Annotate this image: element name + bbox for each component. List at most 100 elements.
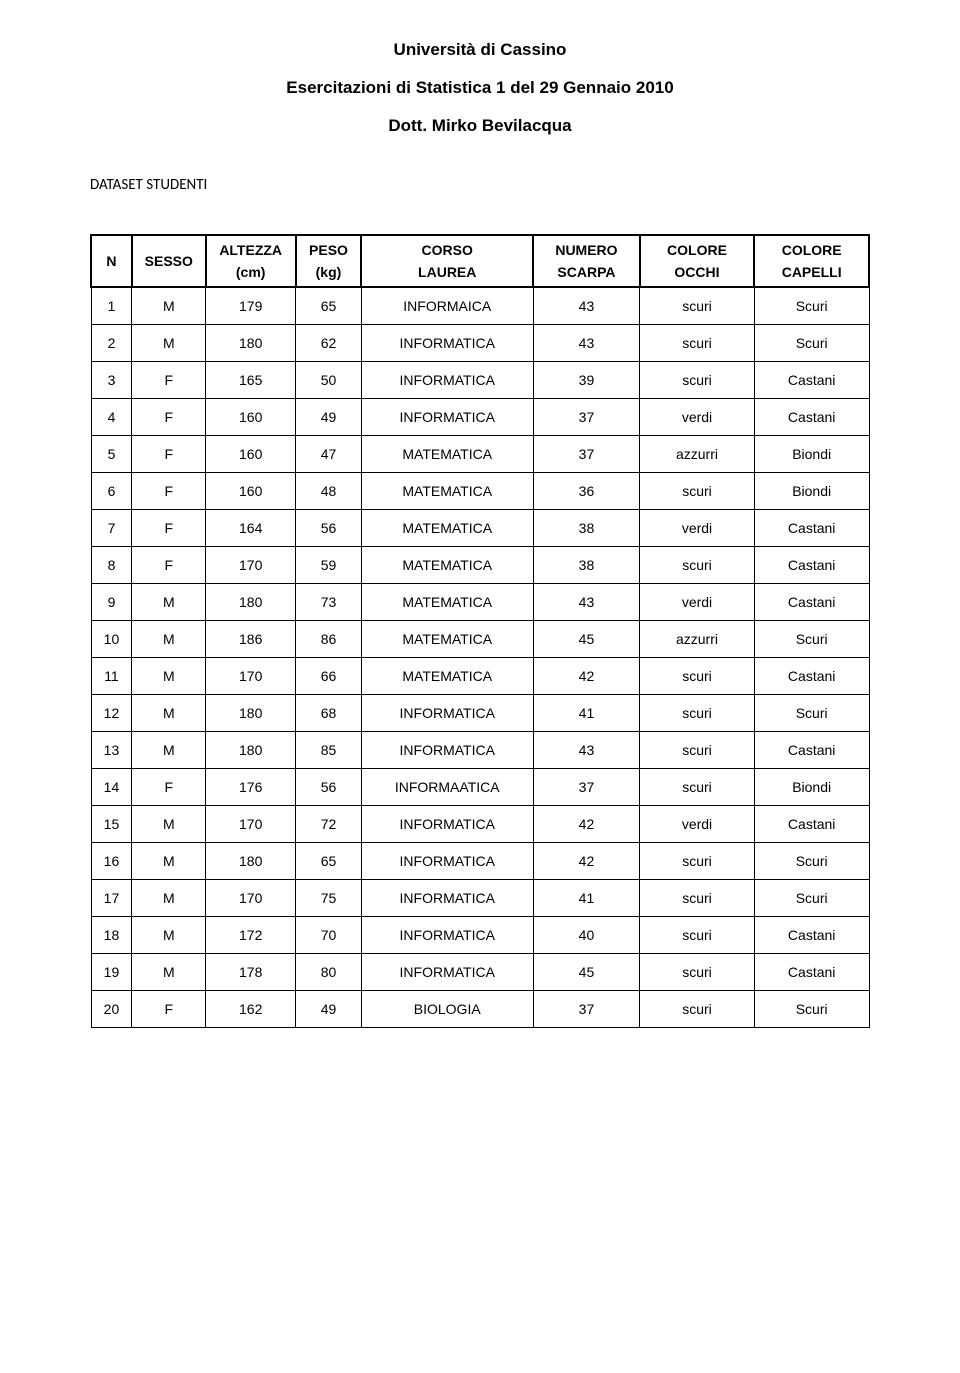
table-cell: Castani xyxy=(754,510,869,547)
table-cell: Scuri xyxy=(754,880,869,917)
table-cell: 14 xyxy=(91,769,132,806)
table-cell: MATEMATICA xyxy=(361,473,533,510)
table-cell: 41 xyxy=(533,880,639,917)
table-cell: 10 xyxy=(91,621,132,658)
table-cell: scuri xyxy=(640,287,755,325)
table-cell: 186 xyxy=(206,621,296,658)
table-cell: 37 xyxy=(533,399,639,436)
col-header-sublabel: (cm) xyxy=(211,264,291,280)
table-cell: 13 xyxy=(91,732,132,769)
col-header-3: PESO(kg) xyxy=(296,235,362,287)
table-cell: 70 xyxy=(296,917,362,954)
table-cell: M xyxy=(132,287,206,325)
table-cell: scuri xyxy=(640,843,755,880)
table-cell: scuri xyxy=(640,473,755,510)
author-line: Dott. Mirko Bevilacqua xyxy=(90,116,870,136)
table-cell: 180 xyxy=(206,584,296,621)
table-cell: 36 xyxy=(533,473,639,510)
table-row: 20F16249BIOLOGIA37scuriScuri xyxy=(91,991,869,1028)
table-cell: Castani xyxy=(754,954,869,991)
table-cell: M xyxy=(132,584,206,621)
table-cell: 80 xyxy=(296,954,362,991)
table-cell: INFORMAICA xyxy=(361,287,533,325)
table-cell: 75 xyxy=(296,880,362,917)
table-cell: 56 xyxy=(296,769,362,806)
table-cell: Biondi xyxy=(754,473,869,510)
table-cell: MATEMATICA xyxy=(361,510,533,547)
table-row: 6F16048MATEMATICA36scuriBiondi xyxy=(91,473,869,510)
table-cell: verdi xyxy=(640,584,755,621)
table-cell: 170 xyxy=(206,547,296,584)
col-header-label: N xyxy=(96,253,127,269)
table-cell: M xyxy=(132,325,206,362)
table-row: 8F17059MATEMATICA38scuriCastani xyxy=(91,547,869,584)
table-cell: Scuri xyxy=(754,287,869,325)
table-cell: 18 xyxy=(91,917,132,954)
table-cell: 164 xyxy=(206,510,296,547)
table-cell: Scuri xyxy=(754,325,869,362)
table-cell: 65 xyxy=(296,843,362,880)
col-header-label: COLORE xyxy=(645,242,750,258)
table-cell: 39 xyxy=(533,362,639,399)
table-cell: M xyxy=(132,880,206,917)
page-title: Università di Cassino xyxy=(90,40,870,60)
col-header-4: CORSOLAUREA xyxy=(361,235,533,287)
table-cell: M xyxy=(132,843,206,880)
table-cell: 11 xyxy=(91,658,132,695)
table-row: 16M18065INFORMATICA42scuriScuri xyxy=(91,843,869,880)
table-cell: 162 xyxy=(206,991,296,1028)
table-cell: 43 xyxy=(533,732,639,769)
table-cell: verdi xyxy=(640,510,755,547)
table-cell: Castani xyxy=(754,547,869,584)
table-cell: 7 xyxy=(91,510,132,547)
table-cell: M xyxy=(132,917,206,954)
table-cell: 176 xyxy=(206,769,296,806)
table-row: 1M17965INFORMAICA43scuriScuri xyxy=(91,287,869,325)
table-cell: INFORMATICA xyxy=(361,362,533,399)
table-cell: 4 xyxy=(91,399,132,436)
table-cell: 170 xyxy=(206,880,296,917)
table-row: 15M17072INFORMATICA42verdiCastani xyxy=(91,806,869,843)
table-cell: MATEMATICA xyxy=(361,547,533,584)
table-cell: scuri xyxy=(640,362,755,399)
table-cell: 5 xyxy=(91,436,132,473)
table-cell: INFORMATICA xyxy=(361,880,533,917)
table-cell: 59 xyxy=(296,547,362,584)
table-cell: 72 xyxy=(296,806,362,843)
table-row: 3F16550INFORMATICA39scuriCastani xyxy=(91,362,869,399)
page-subtitle: Esercitazioni di Statistica 1 del 29 Gen… xyxy=(90,78,870,98)
table-cell: 45 xyxy=(533,621,639,658)
table-cell: MATEMATICA xyxy=(361,436,533,473)
table-cell: 16 xyxy=(91,843,132,880)
col-header-2: ALTEZZA(cm) xyxy=(206,235,296,287)
table-cell: Castani xyxy=(754,362,869,399)
table-cell: Scuri xyxy=(754,621,869,658)
table-cell: 37 xyxy=(533,991,639,1028)
table-cell: 43 xyxy=(533,584,639,621)
table-cell: F xyxy=(132,436,206,473)
table-cell: M xyxy=(132,658,206,695)
table-body: 1M17965INFORMAICA43scuriScuri2M18062INFO… xyxy=(91,287,869,1028)
table-cell: 41 xyxy=(533,695,639,732)
table-cell: 170 xyxy=(206,658,296,695)
table-cell: 170 xyxy=(206,806,296,843)
table-cell: Castani xyxy=(754,806,869,843)
table-cell: 38 xyxy=(533,510,639,547)
table-cell: 160 xyxy=(206,436,296,473)
table-cell: scuri xyxy=(640,658,755,695)
table-cell: azzurri xyxy=(640,621,755,658)
table-cell: INFORMATICA xyxy=(361,325,533,362)
table-cell: Biondi xyxy=(754,436,869,473)
col-header-7: COLORECAPELLI xyxy=(754,235,869,287)
table-cell: F xyxy=(132,399,206,436)
table-cell: 73 xyxy=(296,584,362,621)
col-header-label: CORSO xyxy=(366,242,528,258)
table-cell: 37 xyxy=(533,769,639,806)
table-row: 18M17270INFORMATICA40scuriCastani xyxy=(91,917,869,954)
dataset-label: DATASET STUDENTI xyxy=(90,176,870,194)
table-cell: 48 xyxy=(296,473,362,510)
table-row: 17M17075INFORMATICA41scuriScuri xyxy=(91,880,869,917)
table-cell: Castani xyxy=(754,732,869,769)
table-row: 7F16456MATEMATICA38verdiCastani xyxy=(91,510,869,547)
table-cell: INFORMATICA xyxy=(361,399,533,436)
